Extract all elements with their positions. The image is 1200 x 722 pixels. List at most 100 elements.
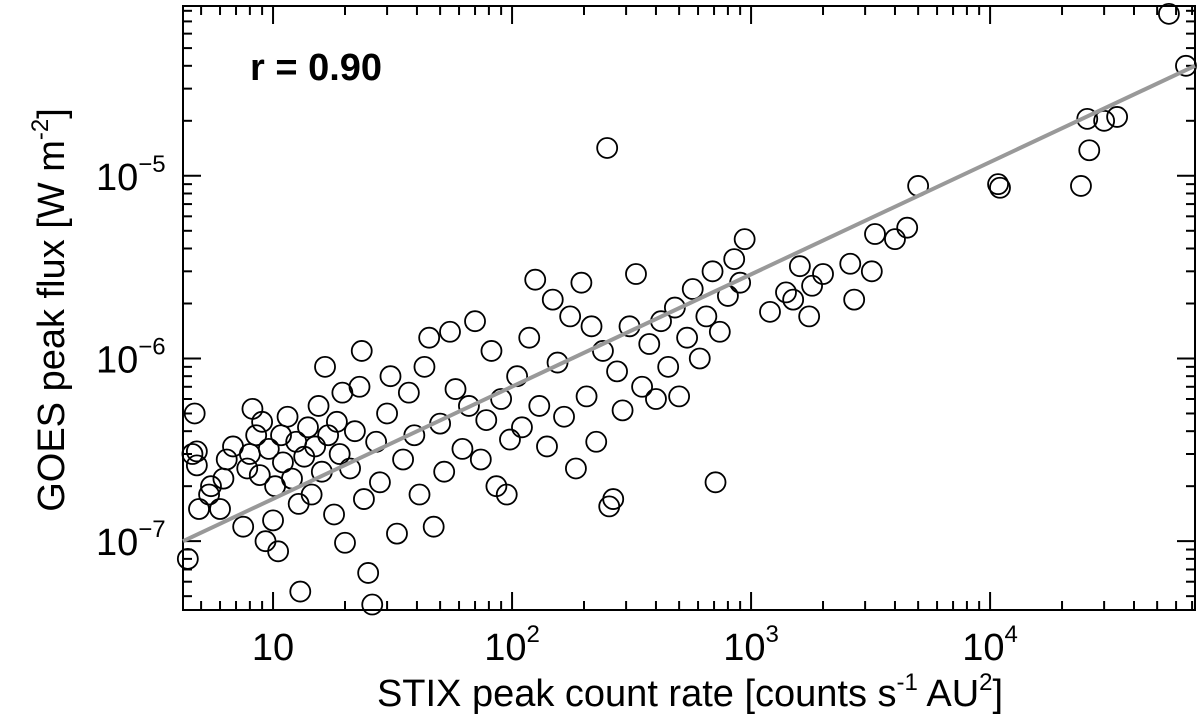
data-point [267, 540, 290, 563]
data-point [439, 320, 461, 343]
data-point [553, 405, 575, 428]
data-point [860, 260, 883, 283]
data-point [181, 443, 204, 465]
data-point [361, 593, 384, 616]
data-point [864, 223, 886, 245]
data-point [812, 263, 834, 285]
data-point [386, 522, 408, 545]
data-point [245, 424, 268, 447]
x-tick-label: 10 [252, 627, 294, 669]
data-point [183, 402, 206, 425]
data-point [631, 375, 654, 398]
data-point [598, 495, 621, 518]
data-point [444, 378, 467, 400]
data-point [518, 326, 541, 349]
data-point [688, 347, 711, 370]
data-point [276, 405, 299, 428]
data-point [314, 355, 336, 378]
data-point [262, 509, 284, 532]
regression-line [182, 63, 1196, 543]
data-point [625, 263, 647, 285]
data-point [300, 483, 323, 506]
data-point [775, 281, 797, 304]
data-point [297, 416, 319, 439]
data-point [788, 255, 811, 278]
data-point [304, 435, 327, 458]
data-point [232, 515, 255, 538]
data-point [733, 228, 756, 251]
data-point [668, 385, 691, 408]
data-point [1093, 109, 1116, 132]
data-point [241, 397, 264, 420]
data-point [495, 483, 518, 506]
data-point [307, 395, 330, 417]
data-point [704, 471, 727, 494]
data-point [418, 326, 441, 349]
data-point [272, 451, 294, 474]
data-point [293, 445, 316, 468]
data-point [541, 288, 564, 311]
data-points [176, 2, 1197, 616]
data-point [251, 410, 274, 433]
data-point [759, 300, 781, 323]
x-tick-label: 104 [962, 621, 1018, 669]
data-point [379, 365, 402, 388]
data-point [357, 562, 380, 584]
data-point [376, 402, 398, 425]
data-point [343, 420, 366, 443]
data-point [323, 503, 345, 526]
data-point [839, 252, 862, 275]
data-point [676, 326, 699, 349]
data-point [596, 137, 619, 159]
data-point [1070, 175, 1092, 197]
data-point [198, 483, 220, 506]
data-point [782, 288, 805, 311]
data-point [176, 547, 199, 570]
y-tick-label: 10−5 [96, 151, 166, 199]
correlation-annotation: r = 0.90 [250, 47, 382, 89]
data-point [645, 388, 667, 410]
x-tick-label: 103 [723, 621, 779, 669]
data-point [348, 375, 371, 398]
data-point [451, 437, 474, 460]
data-point [433, 460, 456, 483]
y-axis-label: GOES peak flux [W m-2] [27, 108, 73, 512]
data-point [350, 340, 373, 362]
data-point [490, 388, 513, 410]
data-point [657, 355, 680, 378]
data-point [413, 355, 436, 378]
data-point [611, 399, 634, 422]
data-point [511, 416, 533, 439]
data-point [1076, 107, 1099, 130]
data-point [215, 448, 238, 471]
data-point [328, 443, 351, 465]
data-point [326, 410, 348, 433]
data-point [200, 475, 222, 498]
data-point [1078, 139, 1101, 162]
data-point [638, 333, 661, 355]
data-point [723, 248, 746, 270]
tick-labels: 10 102 103 104 10−7 10−6 10−5 [96, 151, 1018, 669]
data-point [499, 428, 521, 451]
data-point [422, 515, 445, 538]
data-point [480, 340, 503, 362]
axis-ticks [183, 6, 1195, 610]
data-point [408, 483, 431, 506]
data-point [1106, 106, 1129, 128]
data-point [524, 268, 547, 291]
data-point [248, 464, 271, 486]
data-point [695, 305, 718, 328]
data-point [602, 488, 625, 510]
data-point [1158, 2, 1180, 25]
x-tick-label: 102 [484, 621, 540, 669]
data-point [681, 278, 704, 300]
data-point [884, 228, 906, 251]
data-point [536, 435, 558, 458]
data-point [392, 448, 414, 471]
data-point [209, 498, 231, 520]
data-point [843, 288, 866, 311]
data-point [565, 457, 587, 480]
data-point [185, 440, 208, 463]
data-point [334, 531, 356, 554]
